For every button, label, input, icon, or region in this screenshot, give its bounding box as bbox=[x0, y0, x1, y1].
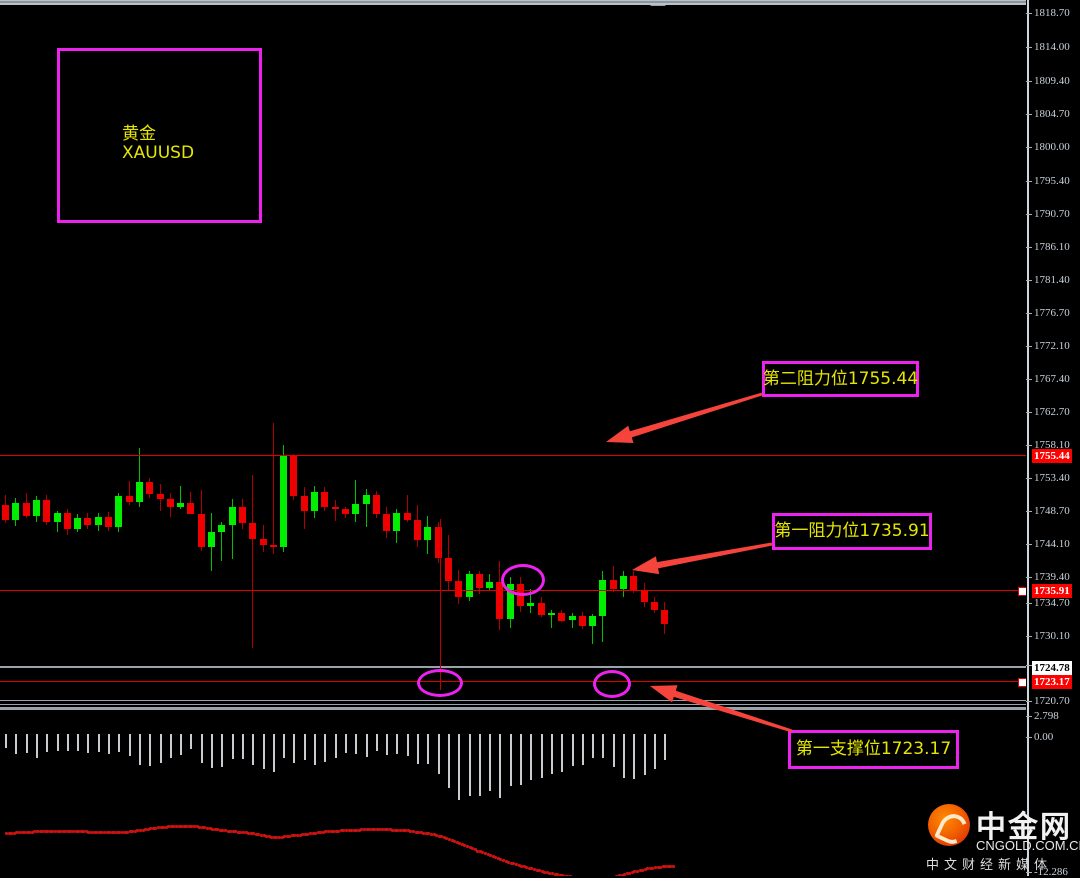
axis-tick-label: 1767.40 bbox=[1034, 373, 1070, 385]
axis-tick-label: 1734.70 bbox=[1034, 597, 1070, 609]
axis-tick bbox=[1026, 81, 1032, 82]
axis-tick-label: 1730.10 bbox=[1034, 630, 1070, 642]
annotation-arrow-sup1 bbox=[630, 666, 812, 751]
axis-tick bbox=[1026, 701, 1032, 702]
axis-price-highlight[interactable]: 1755.44 bbox=[1032, 449, 1072, 463]
axis-tick bbox=[1026, 478, 1032, 479]
axis-tick bbox=[1026, 13, 1032, 14]
axis-tick bbox=[1026, 47, 1032, 48]
axis-tick bbox=[1026, 346, 1032, 347]
symbol-ticker: XAUUSD bbox=[122, 143, 194, 163]
axis-tick-label: 1804.70 bbox=[1034, 108, 1070, 120]
axis-tick bbox=[1026, 379, 1032, 380]
axis-tick bbox=[1026, 737, 1032, 738]
axis-tick bbox=[1026, 313, 1032, 314]
support-zone-edge bbox=[0, 704, 1026, 705]
axis-tick-label: 1809.40 bbox=[1034, 75, 1070, 87]
axis-tick bbox=[1026, 247, 1032, 248]
axis-tick bbox=[1026, 636, 1032, 637]
axis-tick bbox=[1026, 280, 1032, 281]
axis-tick bbox=[1026, 445, 1032, 446]
axis-tick-label: 1744.10 bbox=[1034, 538, 1070, 550]
price-level-line-last-price[interactable] bbox=[0, 667, 1026, 668]
watermark-tagline: 中文财经新媒体 bbox=[926, 854, 1052, 873]
axis-tick-label: 2.798 bbox=[1034, 710, 1059, 722]
axis-tick-label: 1772.10 bbox=[1034, 340, 1070, 352]
axis-tick-label: 1753.40 bbox=[1034, 472, 1070, 484]
axis-tick bbox=[1026, 214, 1032, 215]
symbol-label-box: 黄金 XAUUSD bbox=[57, 48, 262, 223]
axis-tick bbox=[1026, 511, 1032, 512]
ellipse-mark-support-right bbox=[593, 670, 631, 698]
price-axis[interactable]: 1818.70 1814.00 1809.40 1804.70 1800.00 1795.… bbox=[1026, 0, 1080, 876]
axis-price-highlight[interactable]: 1735.91 bbox=[1032, 584, 1072, 598]
axis-tick-label: 1795.40 bbox=[1034, 175, 1070, 187]
axis-tick-label: 1781.40 bbox=[1034, 274, 1070, 286]
annotation-box-sup1: 第一支撑位1723.17 bbox=[788, 730, 959, 769]
axis-tick-label: 1739.40 bbox=[1034, 571, 1070, 583]
watermark: 中金网 CNGOLD.COM.CN 中文财经新媒体 bbox=[924, 800, 1074, 872]
watermark-url: CNGOLD.COM.CN bbox=[976, 838, 1080, 853]
axis-tick bbox=[1026, 181, 1032, 182]
axis-price-highlight[interactable]: 1723.17 bbox=[1032, 675, 1072, 689]
support-zone-edge bbox=[0, 666, 1026, 667]
axis-spine bbox=[1027, 0, 1029, 876]
axis-tick-label: 0.00 bbox=[1034, 731, 1053, 743]
axis-tick-label: 1790.70 bbox=[1034, 208, 1070, 220]
axis-tick bbox=[1026, 716, 1032, 717]
price-level-line-support-1[interactable] bbox=[0, 681, 1026, 682]
axis-tick bbox=[1026, 577, 1032, 578]
annotation-label: 第一支撑位1723.17 bbox=[796, 741, 951, 758]
annotation-arrow-res1 bbox=[612, 524, 792, 590]
axis-tick-label: 1800.00 bbox=[1034, 141, 1070, 153]
axis-tick-label: 1776.70 bbox=[1034, 307, 1070, 319]
axis-tick-label: 1720.70 bbox=[1034, 695, 1070, 707]
annotation-label: 第一阻力位1735.91 bbox=[774, 523, 929, 540]
annotation-box-res2: 第二阻力位1755.44 bbox=[762, 361, 919, 397]
axis-tick bbox=[1026, 544, 1032, 545]
ellipse-mark-resistance-touch bbox=[501, 564, 545, 596]
annotation-label: 第二阻力位1755.44 bbox=[763, 371, 918, 388]
price-level-line-resistance-2[interactable] bbox=[0, 455, 1026, 456]
support-zone-edge bbox=[0, 700, 1026, 701]
annotation-arrow-res2 bbox=[586, 374, 782, 462]
ellipse-mark-support-left bbox=[417, 669, 463, 697]
cngold-logo-icon bbox=[928, 804, 970, 846]
symbol-name-cn: 黄金 bbox=[122, 119, 156, 144]
axis-tick-label: 1786.10 bbox=[1034, 241, 1070, 253]
axis-tick bbox=[1026, 412, 1032, 413]
axis-tick-label: 1762.70 bbox=[1034, 406, 1070, 418]
axis-tick bbox=[1026, 147, 1032, 148]
axis-tick-label: 1818.70 bbox=[1034, 7, 1070, 19]
axis-tick-label: 1748.70 bbox=[1034, 505, 1070, 517]
axis-tick bbox=[1026, 603, 1032, 604]
axis-price-highlight[interactable]: 1724.78 bbox=[1032, 661, 1072, 675]
vertical-marker-line[interactable] bbox=[440, 519, 441, 690]
axis-tick bbox=[1026, 114, 1032, 115]
axis-tick-label: 1814.00 bbox=[1034, 41, 1070, 53]
annotation-box-res1: 第一阻力位1735.91 bbox=[772, 513, 932, 550]
